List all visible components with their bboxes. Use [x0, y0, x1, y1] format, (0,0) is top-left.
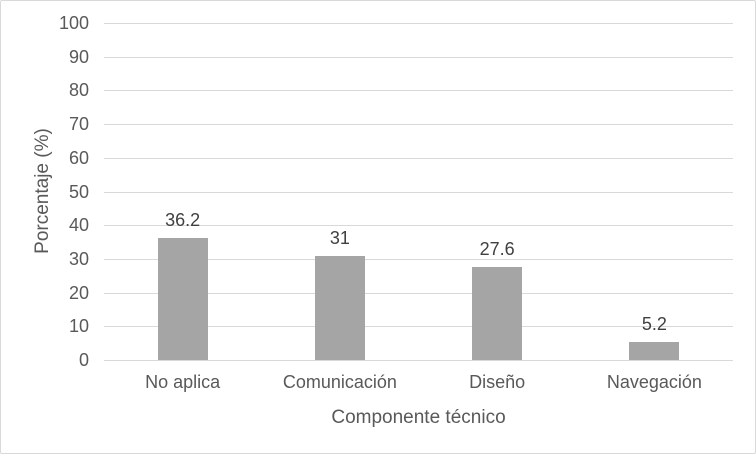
x-axis-title: Componente técnico: [331, 407, 506, 428]
y-tick-label: 80: [68, 80, 89, 101]
y-tick-label: 20: [68, 282, 89, 303]
gridline: [104, 23, 733, 24]
x-category-label: Navegación: [606, 372, 702, 392]
x-category-label: Diseño: [469, 372, 526, 392]
bar-value-label: 36.2: [165, 210, 201, 231]
y-tick-label: 70: [68, 114, 89, 135]
bar-slot: 31: [261, 23, 418, 360]
gridline: [104, 90, 733, 92]
y-axis-title: Porcentaje (%): [32, 128, 53, 254]
bar: [472, 267, 523, 360]
y-tick-label: 30: [68, 248, 89, 269]
y-tick-label: 50: [68, 181, 89, 202]
gridline: [104, 191, 733, 193]
gridline: [104, 225, 733, 227]
x-axis-category-labels: No aplica Comunicación Diseño Navegación: [104, 371, 733, 395]
bar-slot: 36.2: [104, 23, 261, 360]
gridline: [104, 157, 733, 159]
gridline: [104, 292, 733, 294]
bar: [157, 238, 208, 360]
gridline: [104, 56, 733, 58]
x-category-label: Comunicación: [282, 372, 397, 392]
bar: [629, 342, 680, 360]
gridline: [104, 124, 733, 126]
bar-value-label: 27.6: [479, 239, 515, 259]
plot-area: 36.2 31 27.6 5.2: [104, 23, 733, 361]
y-tick-label: 60: [68, 147, 89, 168]
bar-value-label: 5.2: [641, 314, 667, 335]
x-axis-line: [104, 360, 733, 361]
bar-slot: 27.6: [419, 23, 576, 360]
gridline: [104, 326, 733, 328]
bar-slot: 5.2: [576, 23, 733, 360]
x-category-label: No aplica: [145, 372, 221, 392]
y-tick-label: 10: [68, 316, 89, 337]
bar: [314, 255, 365, 360]
bar-value-label: 31: [329, 227, 350, 248]
gridline: [104, 258, 733, 260]
y-tick-label: 40: [68, 215, 89, 236]
y-tick-label: 0: [78, 350, 89, 370]
y-tick-label: 100: [58, 13, 89, 33]
y-tick-label: 90: [68, 46, 89, 67]
y-axis-tick-labels: 0 10 20 30 40 50 60 70 80 90 100: [1, 1, 89, 453]
